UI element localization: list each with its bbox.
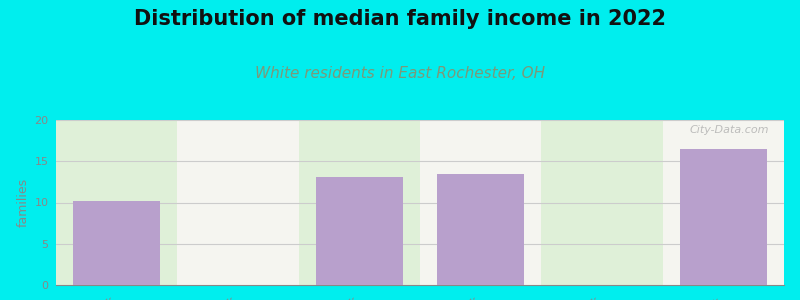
Text: Distribution of median family income in 2022: Distribution of median family income in … — [134, 9, 666, 29]
Bar — [178, 120, 298, 285]
Text: White residents in East Rochester, OH: White residents in East Rochester, OH — [255, 66, 545, 81]
Text: City-Data.com: City-Data.com — [690, 125, 770, 135]
Bar — [680, 149, 767, 285]
Y-axis label: families: families — [17, 178, 30, 227]
Bar — [437, 174, 524, 285]
Bar — [420, 120, 542, 285]
Bar — [542, 120, 662, 285]
Bar — [73, 201, 160, 285]
Bar — [662, 120, 784, 285]
Bar — [316, 177, 403, 285]
Bar — [298, 120, 420, 285]
Bar — [56, 120, 178, 285]
